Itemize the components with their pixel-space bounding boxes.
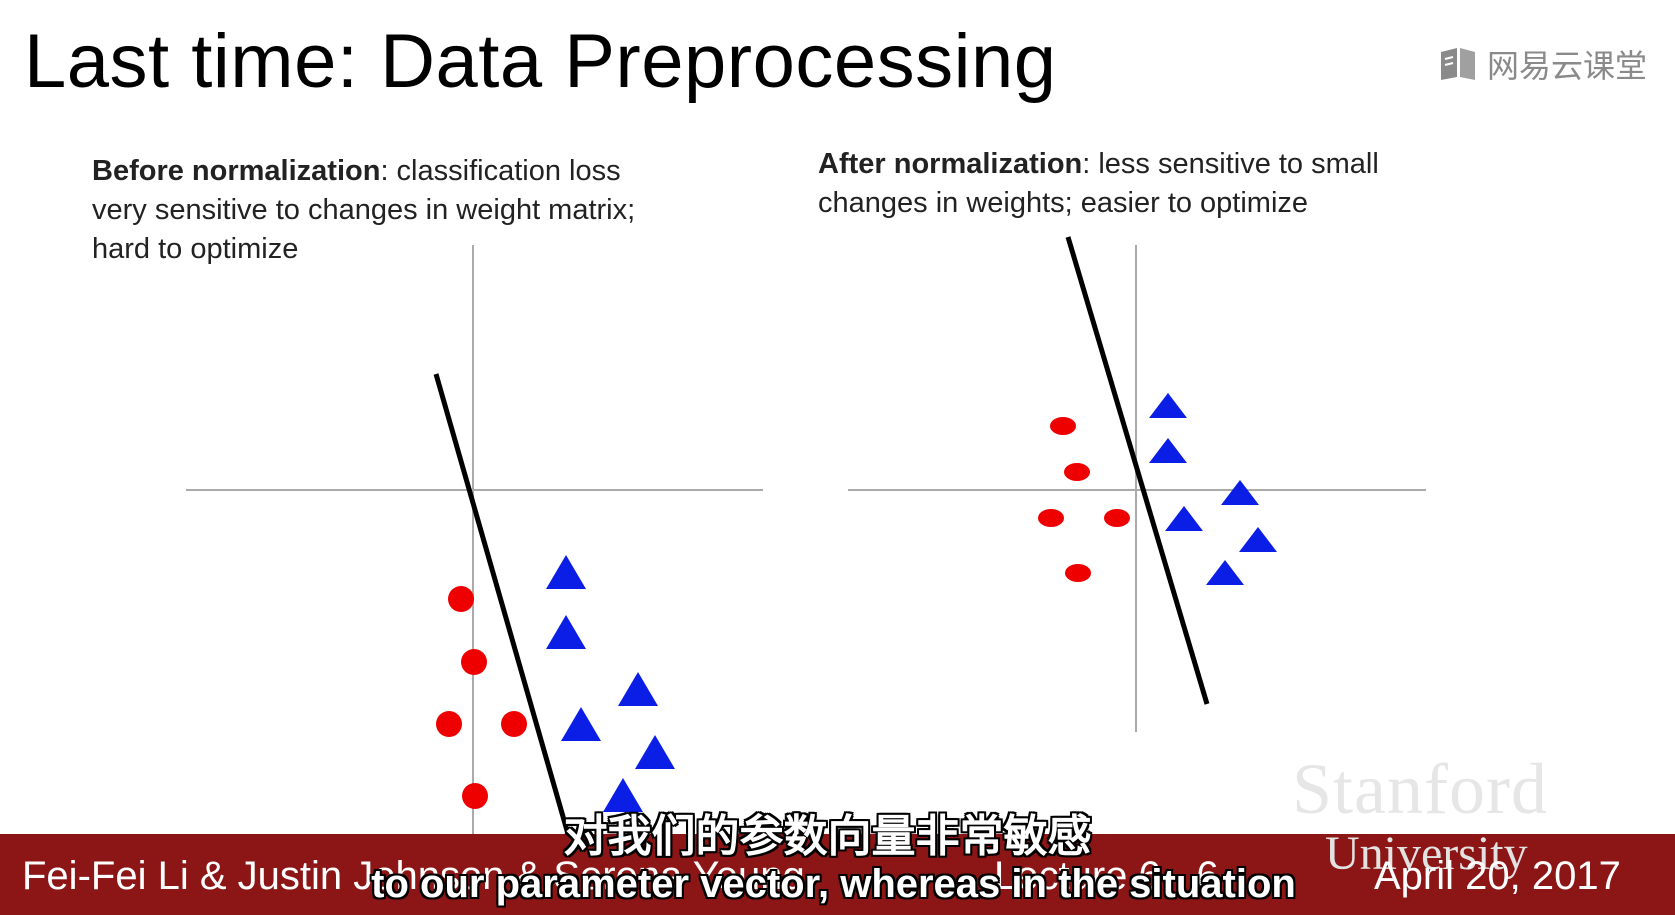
left-red-point (501, 711, 527, 737)
footer-lecture: Lecture 6 - 6 (994, 854, 1219, 899)
left-decision-boundary (433, 373, 571, 835)
left-blue-point (635, 735, 675, 769)
right-blue-point (1149, 393, 1187, 418)
left-red-point (462, 783, 488, 809)
before-normalization-caption: Before normalization: classification los… (92, 152, 635, 269)
right-blue-point (1221, 480, 1259, 505)
footer-page-number: 6 (1196, 854, 1219, 898)
right-decision-boundary (1065, 236, 1210, 705)
right-blue-point (1149, 438, 1187, 463)
left-blue-point (546, 555, 586, 589)
caption-left-line1: : classification loss (380, 155, 621, 187)
footer-lecture-label: Lecture 6 - (994, 854, 1186, 898)
right-red-point (1050, 417, 1076, 435)
university-logo-text: University (1325, 827, 1528, 880)
netease-cloud-classroom-icon (1440, 48, 1475, 80)
stanford-logo-text: Stanford (1292, 749, 1548, 829)
left-blue-point (561, 707, 601, 741)
caption-left-line2: very sensitive to changes in weight matr… (92, 194, 636, 226)
after-normalization-caption: After normalization: less sensitive to s… (818, 145, 1379, 223)
watermark: 网易云课堂 (1439, 44, 1647, 84)
caption-left-line3: hard to optimize (92, 233, 299, 265)
left-blue-point (546, 615, 586, 649)
subtitle-english: to our parameter vector, whereas in the … (371, 862, 1296, 906)
caption-right-line2: changes in weights; easier to optimize (818, 187, 1309, 219)
left-blue-point (603, 778, 643, 812)
left-red-point (436, 711, 462, 737)
right-red-point (1104, 509, 1130, 527)
caption-right-line1: : less sensitive to small (1082, 148, 1379, 180)
footer-authors: Fei-Fei Li & Justin Johnson & Serena Yeu… (22, 854, 805, 898)
caption-left-bold: Before normalization (92, 155, 381, 187)
right-red-point (1065, 564, 1091, 582)
right-red-point (1064, 463, 1090, 481)
right-blue-point (1206, 560, 1244, 585)
slide-title: Last time: Data Preprocessing (24, 19, 1057, 104)
footer-bar (0, 834, 1675, 915)
left-red-point (461, 649, 487, 675)
right-blue-point (1165, 506, 1203, 531)
right-red-point (1038, 509, 1064, 527)
left-red-point (448, 586, 474, 612)
caption-right-bold: After normalization (818, 148, 1083, 180)
subtitle-chinese: 对我们的参数向量非常敏感 (563, 812, 1092, 861)
footer-date: April 20, 2017 (1374, 854, 1621, 898)
right-blue-point (1239, 527, 1277, 552)
watermark-text: 网易云课堂 (1486, 48, 1647, 84)
left-blue-point (618, 672, 658, 706)
